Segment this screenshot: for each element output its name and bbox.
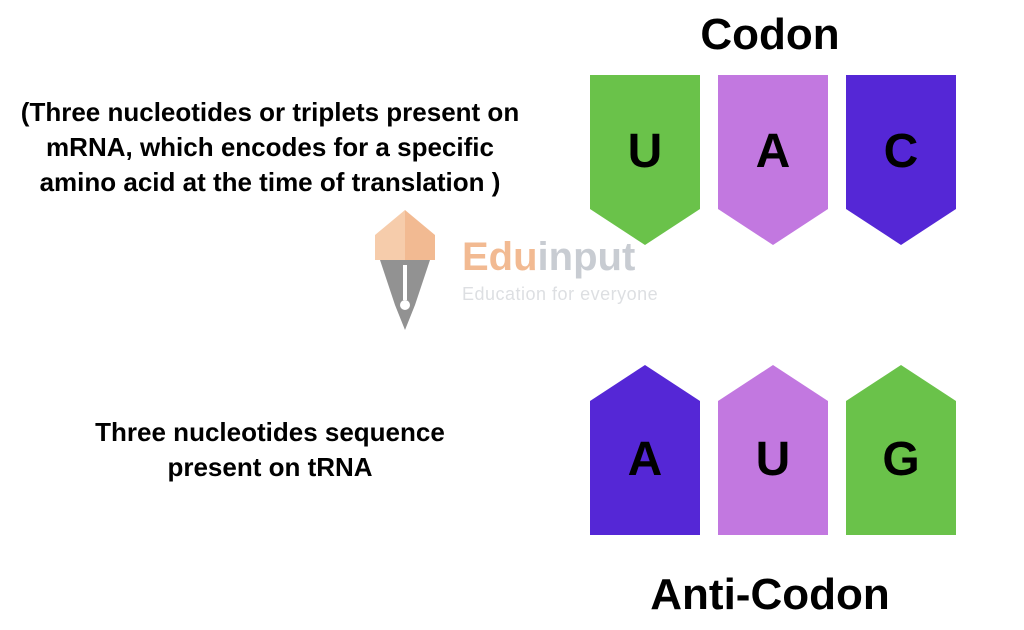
nucleotide-letter: A — [756, 124, 791, 179]
nucleotide-letter: U — [628, 124, 663, 179]
nucleotide-letter: A — [628, 432, 663, 487]
nucleotide-tag: A — [718, 75, 828, 245]
nucleotide-letter: C — [884, 124, 919, 179]
nucleotide-tag: U — [718, 365, 828, 535]
watermark-text: Eduinput Education for everyone — [462, 235, 658, 305]
codon-title: Codon — [570, 10, 970, 60]
codon-description: (Three nucleotides or triplets present o… — [10, 95, 530, 200]
nucleotide-tag: A — [590, 365, 700, 535]
watermark-brand-edu: Edu — [462, 235, 538, 279]
nucleotide-tag: G — [846, 365, 956, 535]
watermark-brand: Eduinput — [462, 235, 658, 280]
watermark-brand-input: input — [538, 235, 636, 279]
anticodon-description: Three nucleotides sequence present on tR… — [60, 415, 480, 485]
nucleotide-letter: U — [756, 432, 791, 487]
nucleotide-letter: G — [882, 432, 919, 487]
nucleotide-tag: C — [846, 75, 956, 245]
watermark-tagline: Education for everyone — [462, 284, 658, 305]
anticodon-row: A U G — [590, 365, 956, 535]
anticodon-title: Anti-Codon — [570, 570, 970, 620]
watermark: Eduinput Education for everyone — [360, 210, 658, 330]
pen-nib-icon — [360, 210, 450, 330]
